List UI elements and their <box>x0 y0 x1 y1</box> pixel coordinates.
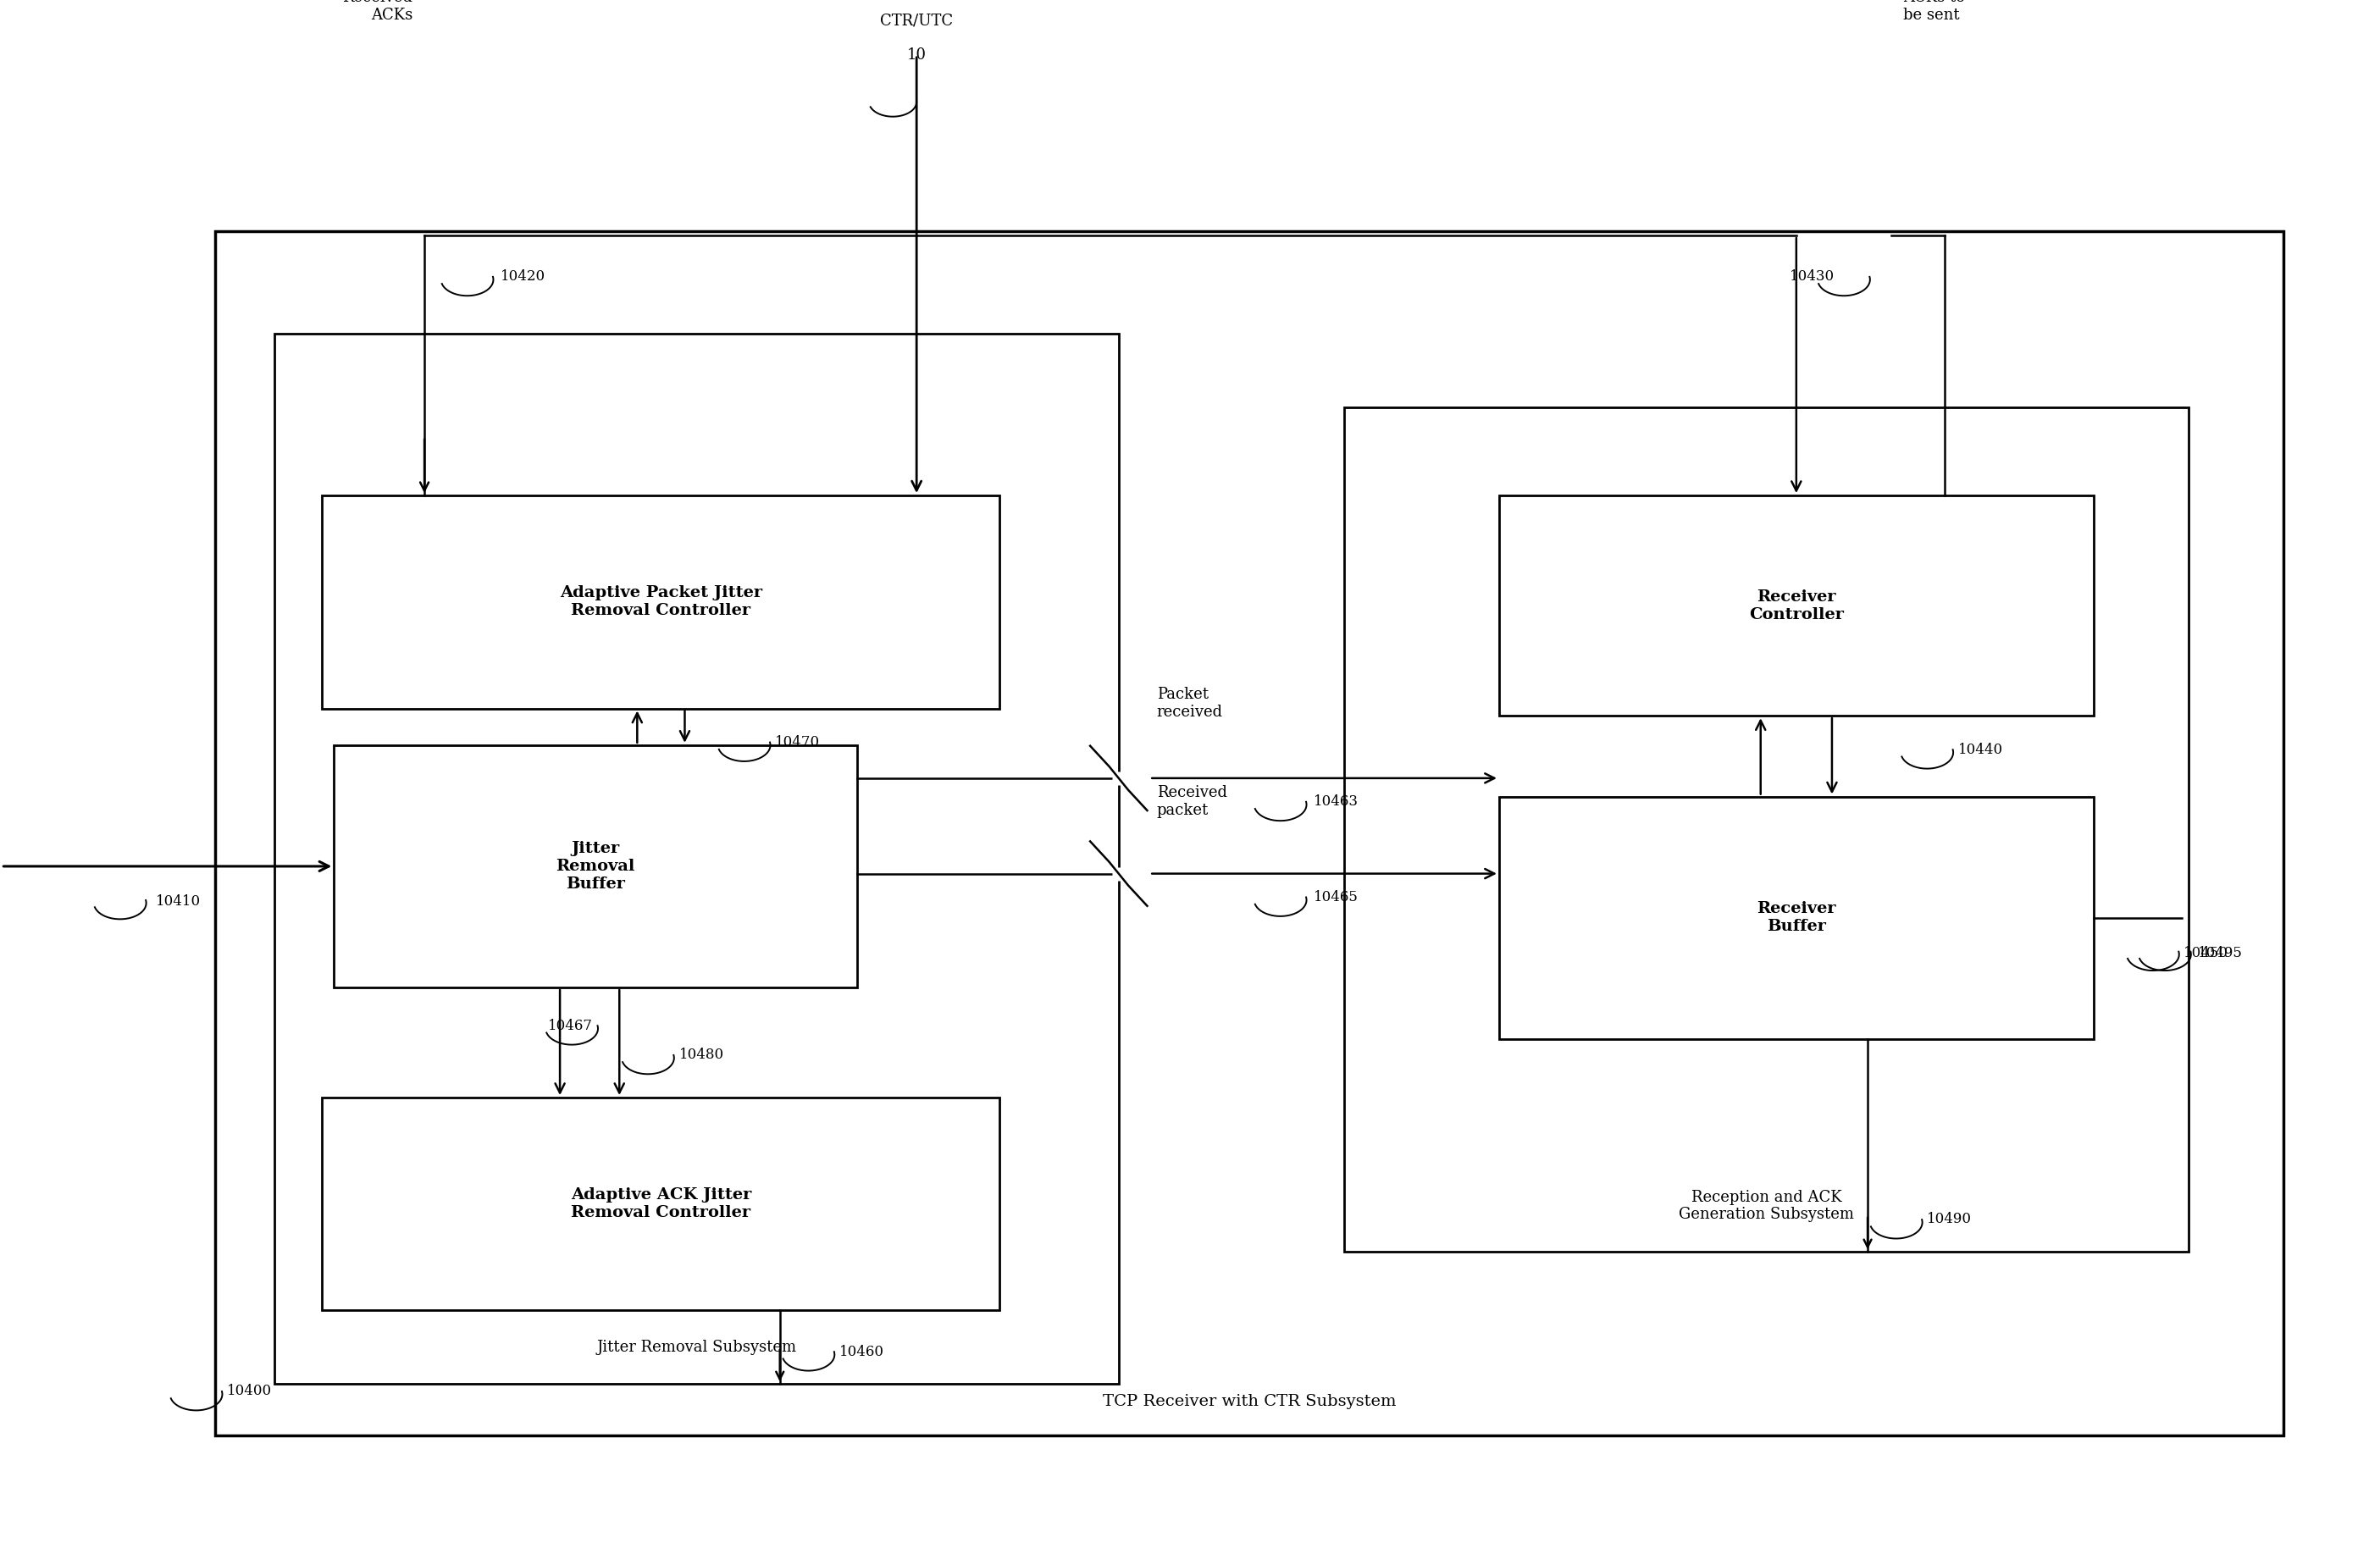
Text: 10470: 10470 <box>776 735 821 749</box>
Text: 10450: 10450 <box>2185 946 2228 960</box>
Text: Jitter Removal Subsystem: Jitter Removal Subsystem <box>597 1340 797 1355</box>
Text: Received
ACKs: Received ACKs <box>343 0 412 23</box>
Text: Adaptive ACK Jitter
Removal Controller: Adaptive ACK Jitter Removal Controller <box>571 1187 752 1220</box>
Text: Receiver
Controller: Receiver Controller <box>1749 589 1844 622</box>
Text: 10400: 10400 <box>226 1385 271 1399</box>
Text: 10420: 10420 <box>500 269 545 284</box>
FancyBboxPatch shape <box>274 334 1119 1385</box>
Text: 10467: 10467 <box>547 1018 593 1033</box>
FancyBboxPatch shape <box>321 496 1000 709</box>
Text: Jitter
Removal
Buffer: Jitter Removal Buffer <box>557 841 635 892</box>
Text: 10430: 10430 <box>1790 269 1835 284</box>
Text: ACKs to
be sent: ACKs to be sent <box>1904 0 1966 23</box>
FancyBboxPatch shape <box>333 744 857 987</box>
FancyBboxPatch shape <box>1345 407 2190 1253</box>
FancyBboxPatch shape <box>1499 496 2094 716</box>
Text: TCP Receiver with CTR Subsystem: TCP Receiver with CTR Subsystem <box>1102 1394 1397 1409</box>
FancyBboxPatch shape <box>214 232 2285 1436</box>
Text: 10440: 10440 <box>1959 743 2004 757</box>
Text: CTR/UTC: CTR/UTC <box>881 14 952 28</box>
Text: 10490: 10490 <box>1928 1212 1973 1226</box>
Text: Received
packet: Received packet <box>1157 785 1228 817</box>
Text: Adaptive Packet Jitter
Removal Controller: Adaptive Packet Jitter Removal Controlle… <box>559 586 762 618</box>
FancyBboxPatch shape <box>1499 797 2094 1038</box>
Text: 10410: 10410 <box>155 895 200 909</box>
Text: 10: 10 <box>907 47 926 62</box>
Text: 10495: 10495 <box>2199 946 2242 960</box>
FancyBboxPatch shape <box>321 1097 1000 1310</box>
Text: 10463: 10463 <box>1314 794 1359 810</box>
Text: Receiver
Buffer: Receiver Buffer <box>1756 901 1835 934</box>
Text: 10465: 10465 <box>1314 890 1359 904</box>
Text: Reception and ACK
Generation Subsystem: Reception and ACK Generation Subsystem <box>1678 1189 1854 1223</box>
Text: Packet
received: Packet received <box>1157 687 1223 720</box>
Text: 10480: 10480 <box>678 1047 724 1063</box>
Text: 10460: 10460 <box>840 1344 885 1358</box>
